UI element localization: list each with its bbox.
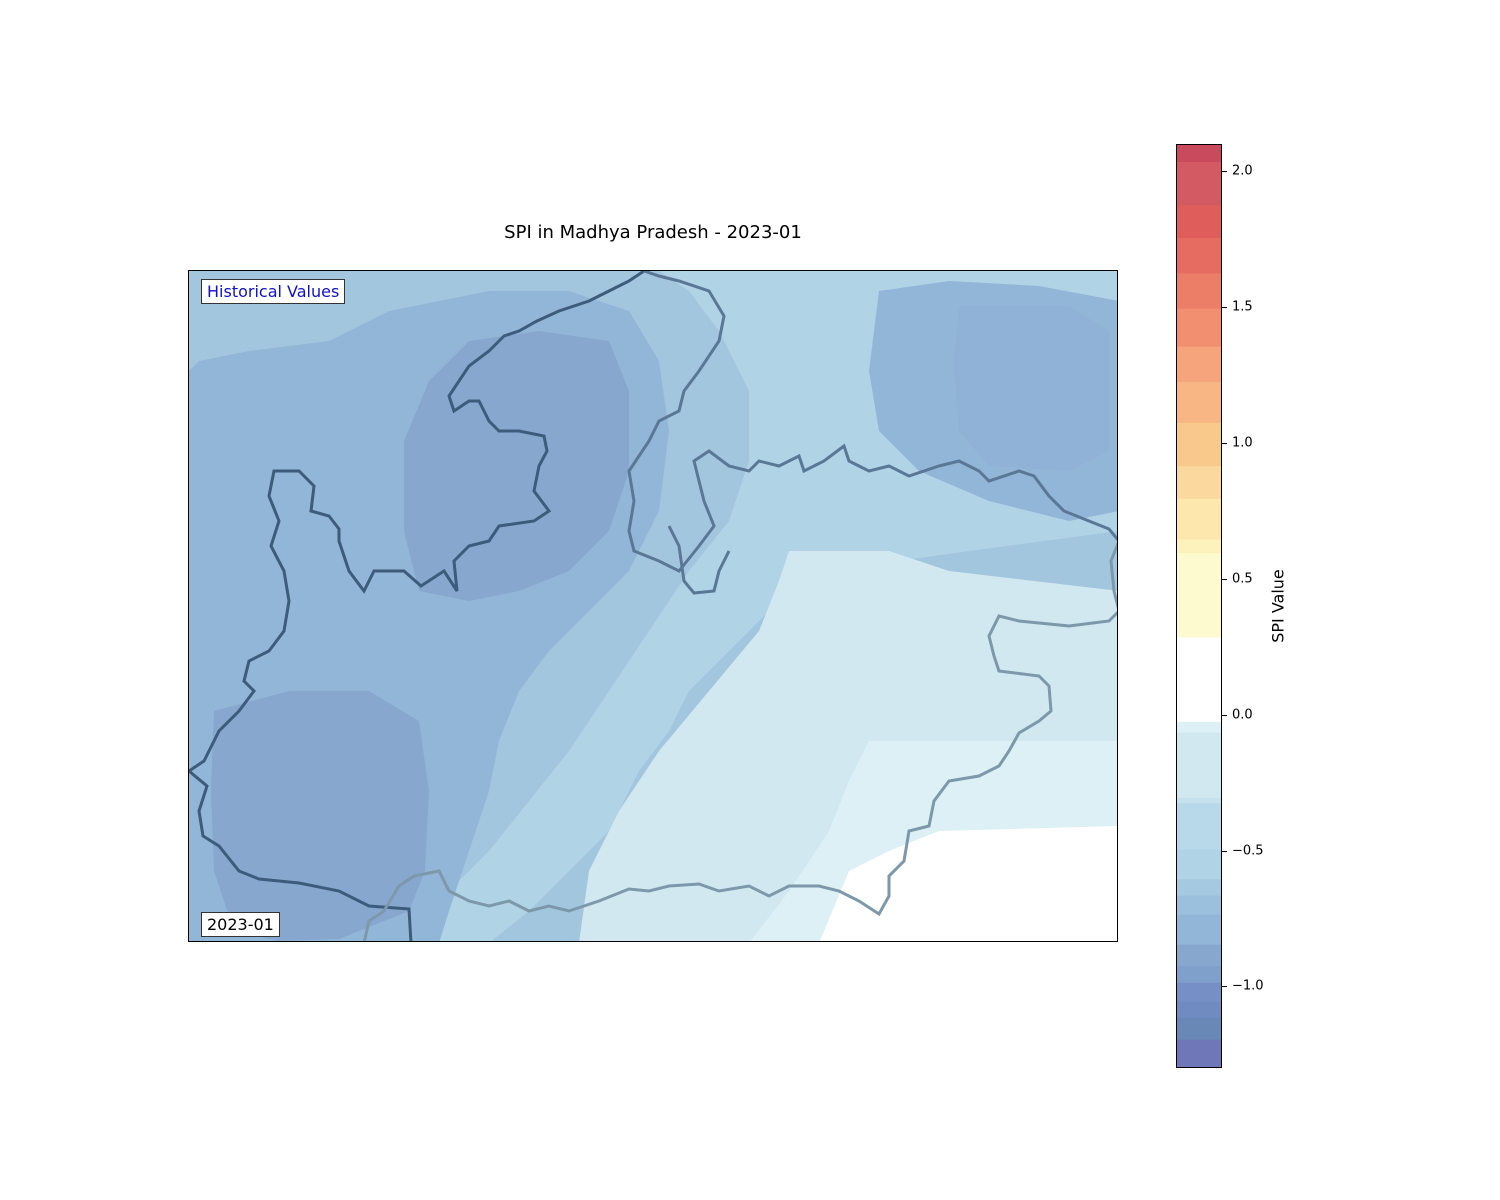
colorbar-band-25 <box>1177 204 1221 238</box>
colorbar-band-27 <box>1177 145 1221 162</box>
colorbar-band-11 <box>1177 797 1221 804</box>
colorbar-band-2 <box>1177 1001 1221 1018</box>
colorbar-gradient <box>1177 145 1221 1067</box>
colorbar-tick-label: 0.0 <box>1232 707 1253 723</box>
field-dark-blue-north <box>404 331 629 601</box>
field-white-southeast <box>819 826 1117 941</box>
colorbar-band-3 <box>1177 982 1221 1002</box>
state-boundary-east <box>362 541 1117 941</box>
colorbar-band-19 <box>1177 422 1221 467</box>
colorbar-tick <box>1222 850 1227 852</box>
map-title: SPI in Madhya Pradesh - 2023-01 <box>504 222 802 243</box>
colorbar-tick <box>1222 171 1227 173</box>
colorbar-tick <box>1222 714 1227 716</box>
colorbar-band-13 <box>1177 721 1221 733</box>
colorbar-band-23 <box>1177 272 1221 309</box>
colorbar-band-16 <box>1177 539 1221 554</box>
colorbar-axis: −1.0 −0.5 0.0 0.5 1.0 1.5 2.0 <box>1222 144 1282 1068</box>
colorbar-tick-label: −0.5 <box>1232 843 1264 859</box>
field-darker-blue-northeast <box>954 306 1109 471</box>
colorbar-band-20 <box>1177 381 1221 423</box>
colorbar-band-17 <box>1177 498 1221 540</box>
colorbar-band-9 <box>1177 848 1221 880</box>
colorbar-label: SPI Value <box>1268 569 1288 643</box>
colorbar-band-1 <box>1177 1017 1221 1040</box>
colorbar-band-0 <box>1177 1039 1221 1067</box>
colorbar-tick <box>1222 578 1227 580</box>
date-label: 2023-01 <box>201 912 280 937</box>
colorbar-band-18 <box>1177 465 1221 499</box>
state-boundary-west <box>189 271 645 941</box>
colorbar-band-8 <box>1177 878 1221 896</box>
colorbar-band-14 <box>1177 636 1221 722</box>
colorbar-tick <box>1222 986 1227 988</box>
map-panel[interactable]: Historical Values 2023-01 <box>188 270 1118 942</box>
colorbar-band-12 <box>1177 732 1221 798</box>
colorbar-band-4 <box>1177 965 1221 983</box>
colorbar-band-26 <box>1177 161 1221 206</box>
colorbar-tick <box>1222 442 1227 444</box>
colorbar-band-24 <box>1177 237 1221 274</box>
mode-label: Historical Values <box>201 279 346 304</box>
colorbar <box>1176 144 1222 1068</box>
colorbar-band-15 <box>1177 552 1221 638</box>
colorbar-tick-label: −1.0 <box>1232 978 1264 994</box>
colorbar-band-7 <box>1177 895 1221 915</box>
state-boundary-northeast <box>667 525 731 595</box>
colorbar-tick-label: 1.0 <box>1232 435 1253 451</box>
spi-raster-map <box>189 271 1117 941</box>
colorbar-band-6 <box>1177 914 1221 945</box>
colorbar-band-22 <box>1177 308 1221 347</box>
colorbar-band-21 <box>1177 346 1221 383</box>
colorbar-tick-label: 1.5 <box>1232 299 1253 315</box>
field-dark-blue-southwest <box>211 691 429 941</box>
colorbar-band-10 <box>1177 802 1221 850</box>
colorbar-band-5 <box>1177 943 1221 967</box>
colorbar-tick-label: 0.5 <box>1232 571 1253 587</box>
state-boundary-north <box>627 271 1117 573</box>
colorbar-tick-label: 2.0 <box>1232 163 1253 179</box>
colorbar-tick <box>1222 307 1227 309</box>
